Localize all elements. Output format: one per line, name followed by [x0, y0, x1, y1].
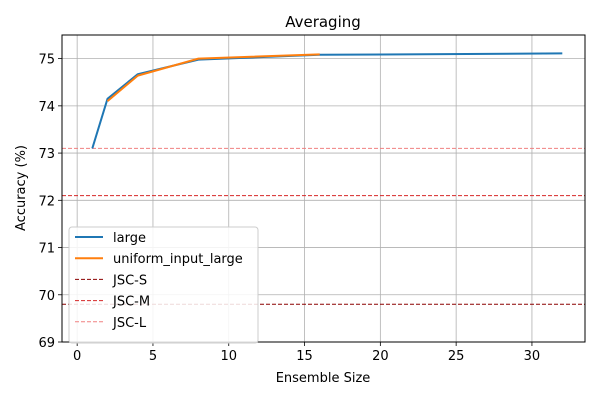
x-tick-label: 15 [296, 349, 313, 364]
legend: large uniform_input_large JSC-S JSC-M JSC-L [68, 226, 259, 344]
y-tick-label: 69 [38, 336, 55, 351]
x-axis-ticks: 0 5 10 15 20 25 30 [73, 342, 540, 364]
y-tick-label: 74 [38, 100, 55, 115]
x-tick-label: 10 [220, 349, 237, 364]
x-axis-label: Ensemble Size [276, 371, 371, 386]
plot-frame [61, 34, 586, 343]
legend-label: JSC-M [112, 295, 150, 310]
legend-label: JSC-S [112, 273, 147, 288]
x-tick-label: 20 [372, 349, 389, 364]
x-tick-label: 5 [149, 349, 157, 364]
legend-label: large [113, 231, 146, 246]
y-axis-label: Accuracy (%) [14, 145, 29, 231]
y-tick-label: 73 [38, 147, 55, 162]
x-tick-label: 0 [73, 349, 81, 364]
y-tick-label: 71 [38, 242, 55, 257]
series-lines [91, 52, 563, 149]
legend-label: JSC-L [112, 316, 147, 331]
chart-title: Averaging [285, 13, 361, 31]
legend-label: uniform_input_large [113, 252, 243, 267]
series-line-uniform-input-large [106, 53, 320, 102]
x-tick-label: 25 [448, 349, 465, 364]
legend-box [68, 226, 259, 344]
x-tick-label: 30 [524, 349, 541, 364]
y-tick-label: 75 [38, 53, 55, 68]
y-tick-label: 72 [38, 194, 55, 209]
y-axis-ticks: 69 70 71 72 73 74 75 [38, 53, 62, 351]
y-tick-label: 70 [38, 289, 55, 304]
